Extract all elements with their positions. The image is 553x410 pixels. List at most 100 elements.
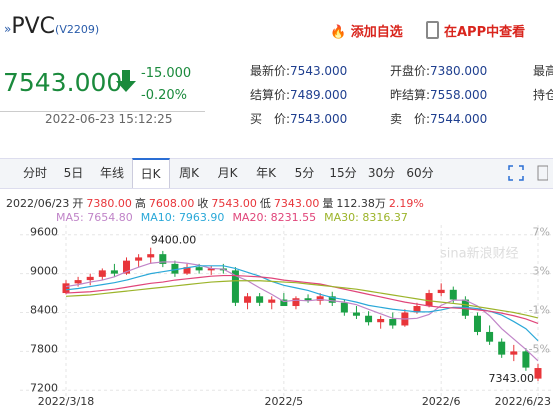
field-value: 7489.000 <box>290 88 348 102</box>
arrow-icon <box>116 70 136 92</box>
price: 7543.000 <box>3 68 123 97</box>
info-item: 7608.00 <box>148 197 195 210</box>
field-value: 7543.000 <box>290 112 348 126</box>
field: 买 价:7543.000 <box>250 110 347 127</box>
candle-body <box>280 299 288 307</box>
info-item: 7543.00 <box>211 197 257 210</box>
tab[interactable]: 30分 <box>367 166 396 180</box>
candle-body <box>473 315 481 332</box>
candle-body <box>135 257 143 261</box>
ma-value: 8316.37 <box>362 211 408 224</box>
field-label: 持仓 <box>533 88 553 102</box>
info-item: 7343.00 <box>273 197 320 210</box>
candle-body <box>123 260 131 274</box>
y-tick-label: 9000 <box>30 265 58 278</box>
field-label: 开盘价: <box>390 64 431 78</box>
divider <box>0 111 205 112</box>
field-label: 结算价: <box>250 88 291 102</box>
candle-body <box>510 351 518 355</box>
field: 最高 <box>533 62 553 79</box>
add-text[interactable]: 添加自选 <box>350 25 403 40</box>
tab[interactable]: 5分 <box>294 166 315 180</box>
tools[interactable] <box>508 165 548 183</box>
candle-body <box>171 263 179 274</box>
open-app[interactable]: 在APP中查看 <box>426 21 525 40</box>
info-item: 高 <box>134 197 146 210</box>
candle-body <box>183 267 191 274</box>
field: 最新价:7543.000 <box>250 62 347 79</box>
tab[interactable]: 周K <box>179 166 199 180</box>
candle-body <box>449 289 457 300</box>
ma-line: MA5: 7654.80 MA10: 7963.90 MA20: 8231.55 MA… <box>56 211 416 224</box>
candle-body <box>425 293 433 307</box>
tab[interactable]: 60分 <box>406 166 434 180</box>
add-watch[interactable]: 🔥 添加自选 <box>330 25 403 40</box>
ma-value: 7654.80 <box>87 211 133 224</box>
tab[interactable]: 分时 <box>22 166 47 180</box>
pct: -0.20% <box>141 88 187 103</box>
info-line: 2022/06/23 开 7380.00 高 7608.00 收 7543.00 低 7343.… <box>6 195 427 211</box>
ma-name: MA20 <box>232 211 264 224</box>
candle-body <box>268 299 276 303</box>
min-label: 7343.00 <box>489 372 535 385</box>
candle-body <box>389 318 397 326</box>
field-value: 7543.000 <box>290 64 348 78</box>
candle-body <box>340 302 348 313</box>
ma-name: MA5 <box>56 211 81 224</box>
field-value: 7380.000 <box>430 64 488 78</box>
tab[interactable]: 月K <box>217 166 238 180</box>
tab[interactable]: 15分 <box>329 166 357 180</box>
x-tick-label: 2022/6/23 <box>495 395 551 408</box>
info-item: 收 <box>197 197 209 210</box>
code: (V2209) <box>55 23 100 36</box>
candle-body <box>231 270 239 303</box>
field-value: 7558.000 <box>430 88 488 102</box>
ma-line <box>65 280 539 319</box>
y2-tick-label: -5% <box>529 342 550 355</box>
info-item: 量 <box>322 197 334 210</box>
tab[interactable]: 5日 <box>63 166 84 180</box>
tab[interactable]: 日K <box>131 158 170 188</box>
ma-line <box>65 265 539 342</box>
field-label: 最新价: <box>250 64 291 78</box>
candle-body <box>316 296 324 301</box>
ma-value: 8231.55 <box>270 211 317 224</box>
ma-name: MA30 <box>324 211 356 224</box>
candle-body <box>352 312 360 316</box>
candle-body <box>110 270 118 274</box>
field-value: 7544.000 <box>430 112 488 126</box>
field-label: 卖 价: <box>390 112 431 126</box>
field-label: 最高 <box>533 64 553 78</box>
candle-body <box>98 270 106 277</box>
symbol: »PVC(V2209) <box>4 14 100 39</box>
y-tick-label: 7800 <box>30 342 58 355</box>
info-item: 112.38万 <box>336 197 386 210</box>
field: 昨结算:7558.000 <box>390 86 487 103</box>
app-text[interactable]: 在APP中查看 <box>444 25 526 40</box>
candle-body <box>207 268 215 271</box>
candle-body <box>365 315 373 323</box>
candle-body <box>522 351 530 368</box>
y-tick-label: 9600 <box>30 226 58 239</box>
max-label: 9400.00 <box>151 234 197 247</box>
watermark: sina新浪财经 <box>440 246 519 262</box>
x-tick-label: 2022/3/18 <box>38 395 94 408</box>
candle-body <box>486 331 494 342</box>
candle-body <box>86 276 94 281</box>
x-tick-label: 2022/5 <box>264 395 303 408</box>
ma-legend: MA30: 8316.37 <box>324 211 408 224</box>
candle-body <box>437 289 445 294</box>
tab[interactable]: 年线 <box>99 166 124 180</box>
candle-body <box>159 254 167 264</box>
info-item: 2022/06/23 <box>6 197 70 210</box>
candle-body <box>195 267 203 271</box>
info-item: 开 <box>72 197 84 210</box>
field-label: 昨结算: <box>390 88 431 102</box>
candle-body <box>62 283 70 294</box>
candle-body <box>147 254 155 258</box>
x-tick-label: 2022/6 <box>422 395 461 408</box>
ma-legend: MA5: 7654.80 <box>56 211 133 224</box>
tab[interactable]: 年K <box>256 166 276 180</box>
